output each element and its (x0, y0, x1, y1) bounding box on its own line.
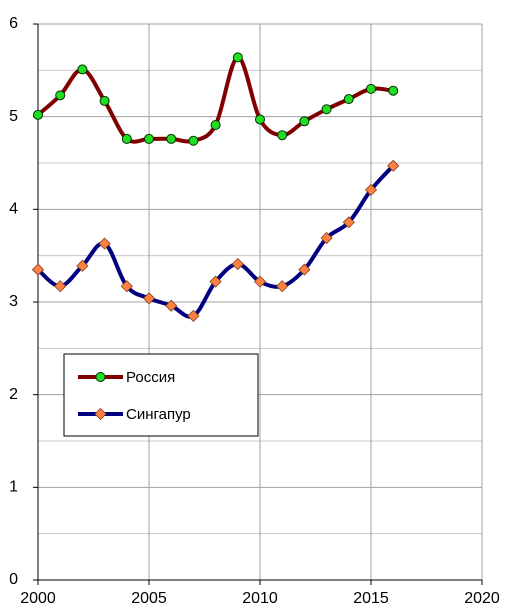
marker (321, 104, 332, 115)
x-tick-label: 2015 (353, 590, 389, 607)
marker (31, 263, 45, 276)
marker (77, 64, 88, 75)
marker (188, 135, 199, 146)
series-line (36, 164, 395, 319)
marker (99, 95, 110, 106)
marker (298, 263, 311, 276)
marker (165, 299, 178, 312)
marker (54, 280, 67, 293)
marker (144, 133, 154, 144)
x-tick-label: 2005 (131, 590, 167, 607)
marker (95, 372, 106, 382)
marker (343, 94, 354, 105)
marker (187, 309, 200, 322)
x-tick-label: 2020 (464, 590, 500, 607)
marker (277, 130, 288, 141)
y-tick-label: 4 (9, 201, 18, 218)
y-tick-label: 2 (9, 386, 18, 403)
marker (255, 114, 265, 125)
marker (94, 407, 107, 421)
y-tick-label: 1 (9, 479, 18, 496)
marker (388, 85, 399, 96)
legend-label: Сингапур (126, 406, 191, 423)
marker (231, 257, 244, 271)
marker (166, 133, 177, 144)
marker (276, 280, 289, 293)
y-tick-label: 5 (9, 108, 18, 125)
legend: Россия Сингапур (63, 353, 259, 437)
marker (33, 109, 43, 120)
marker (98, 237, 111, 250)
marker (121, 133, 132, 144)
x-tick-label: 2000 (20, 590, 56, 607)
marker (142, 292, 156, 305)
marker (76, 259, 89, 272)
legend-box (63, 353, 259, 437)
marker (120, 280, 133, 293)
marker (210, 120, 221, 131)
marker (232, 52, 243, 63)
y-tick-label: 0 (9, 571, 18, 588)
marker (253, 275, 267, 288)
marker (387, 159, 400, 172)
marker (299, 116, 310, 127)
marker (366, 83, 376, 94)
y-tick-label: 6 (9, 15, 18, 32)
marker (55, 90, 66, 101)
marker (364, 183, 378, 196)
marker (320, 231, 333, 245)
x-tick-label: 2010 (242, 590, 278, 607)
marker (209, 275, 222, 288)
legend-label: Россия (126, 369, 175, 386)
y-tick-label: 3 (9, 293, 18, 310)
marker (342, 216, 355, 229)
